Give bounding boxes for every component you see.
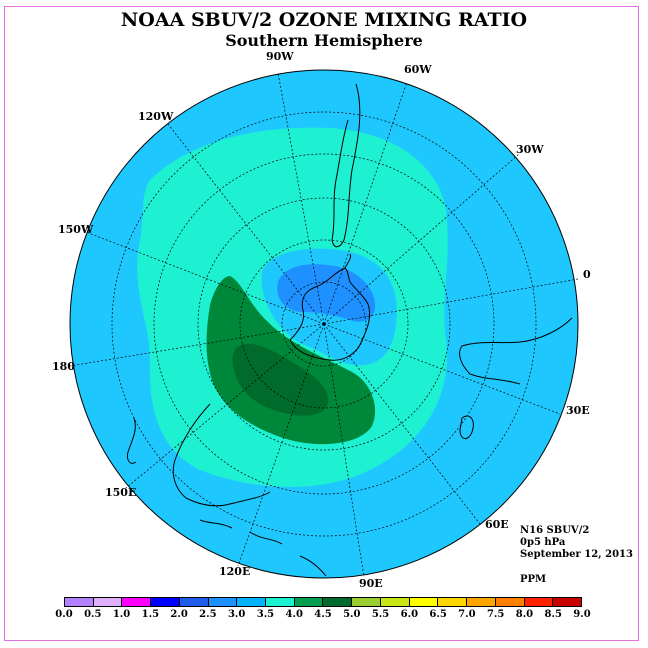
lon-label-150w: 150W	[58, 223, 94, 236]
africa-coast	[459, 317, 573, 385]
colorbar-tick-label: 5.0	[343, 609, 361, 620]
colorbar-segment	[266, 598, 295, 606]
colorbar-tick-label: 6.0	[400, 609, 419, 620]
colorbar-tick-label: 1.0	[112, 609, 131, 620]
new-zealand	[127, 417, 137, 464]
colorbar-tick-label: 1.5	[141, 609, 160, 620]
colorbar-segment	[553, 598, 581, 606]
colorbar-tick-label: 2.0	[170, 609, 188, 620]
units-label: PPM	[520, 574, 547, 585]
colorbar-segment	[409, 598, 439, 606]
colorbar-segment	[438, 598, 468, 606]
colorbar-tick-label: 0.5	[84, 609, 102, 620]
plot-frame	[4, 6, 639, 641]
colorbar-tick-label: 3.5	[256, 609, 275, 620]
lon-label-180: 180	[52, 360, 75, 373]
date-label: September 12, 2013	[520, 549, 633, 560]
indonesia-islands	[199, 519, 327, 577]
madagascar	[459, 415, 474, 439]
lon-label-150e: 150E	[105, 486, 137, 499]
colorbar-segment	[237, 598, 267, 606]
colorbar-tick-label: 5.5	[371, 609, 390, 620]
colorbar-segment	[352, 598, 381, 606]
map-title: NOAA SBUV/2 OZONE MIXING RATIO	[120, 9, 528, 31]
coastlines	[127, 83, 573, 577]
colorbar-tick-label: 4.5	[314, 609, 332, 620]
lon-label-120w: 120W	[138, 110, 174, 123]
antarctica-coast	[289, 267, 371, 361]
field-core-inner	[277, 264, 376, 322]
colorbar-tick-label: 2.5	[199, 609, 217, 620]
colorbar-tick-label: 8.0	[515, 609, 534, 620]
graticule	[69, 72, 579, 578]
colorbar-tick-label: 0.0	[55, 609, 73, 620]
field-max-4-4.5	[206, 276, 376, 445]
colorbar-segment	[122, 598, 152, 606]
map-subtitle: Southern Hemisphere	[225, 31, 423, 50]
colorbar-tick-label: 3.0	[227, 609, 246, 620]
colorbar-segment	[467, 598, 496, 606]
australia-coast	[172, 403, 271, 507]
colorbar-segment	[524, 598, 554, 606]
lon-label-90w: 90W	[266, 50, 294, 63]
colorbar	[64, 597, 582, 607]
colorbar-segment	[151, 598, 180, 606]
colorbar-segment	[179, 598, 209, 606]
south-america-coast	[331, 83, 361, 248]
colorbar-tick-label: 9.0	[573, 609, 591, 620]
lon-label-30w: 30W	[516, 143, 544, 156]
colorbar-tick-label: 8.5	[544, 609, 562, 620]
field-max-core-4.5-5	[232, 343, 329, 416]
colorbar-tick-label: 7.0	[458, 609, 476, 620]
instrument-label: N16 SBUV/2	[520, 525, 590, 536]
colorbar-tick-label: 4.0	[285, 609, 303, 620]
colorbar-segment	[93, 598, 123, 606]
colorbar-tick-label: 6.5	[429, 609, 447, 620]
lon-label-30e: 30E	[566, 404, 590, 417]
lon-label-60e: 60E	[485, 518, 509, 531]
pressure-level-label: 0p5 hPa	[520, 537, 566, 548]
lon-label-0: 0	[583, 268, 591, 281]
colorbar-tick-label: 7.5	[486, 609, 505, 620]
colorbar-segment	[208, 598, 238, 606]
colorbar-segment	[495, 598, 525, 606]
lon-label-120e: 120E	[219, 565, 251, 578]
antarctic-peninsula	[344, 253, 351, 269]
colorbar-segment	[380, 598, 410, 606]
lon-label-90e: 90E	[359, 577, 383, 590]
colorbar-segment	[323, 598, 353, 606]
colorbar-segment	[294, 598, 324, 606]
lon-label-60w: 60W	[404, 63, 432, 76]
colorbar-segment	[65, 598, 94, 606]
colorbar-ticks: 0.0 0.5 1.0 1.5 2.0 2.5 3.0 3.5 4.0 4.5 5.0 5.5 6.0 6…	[0, 609, 648, 623]
map-boundary	[69, 69, 579, 579]
